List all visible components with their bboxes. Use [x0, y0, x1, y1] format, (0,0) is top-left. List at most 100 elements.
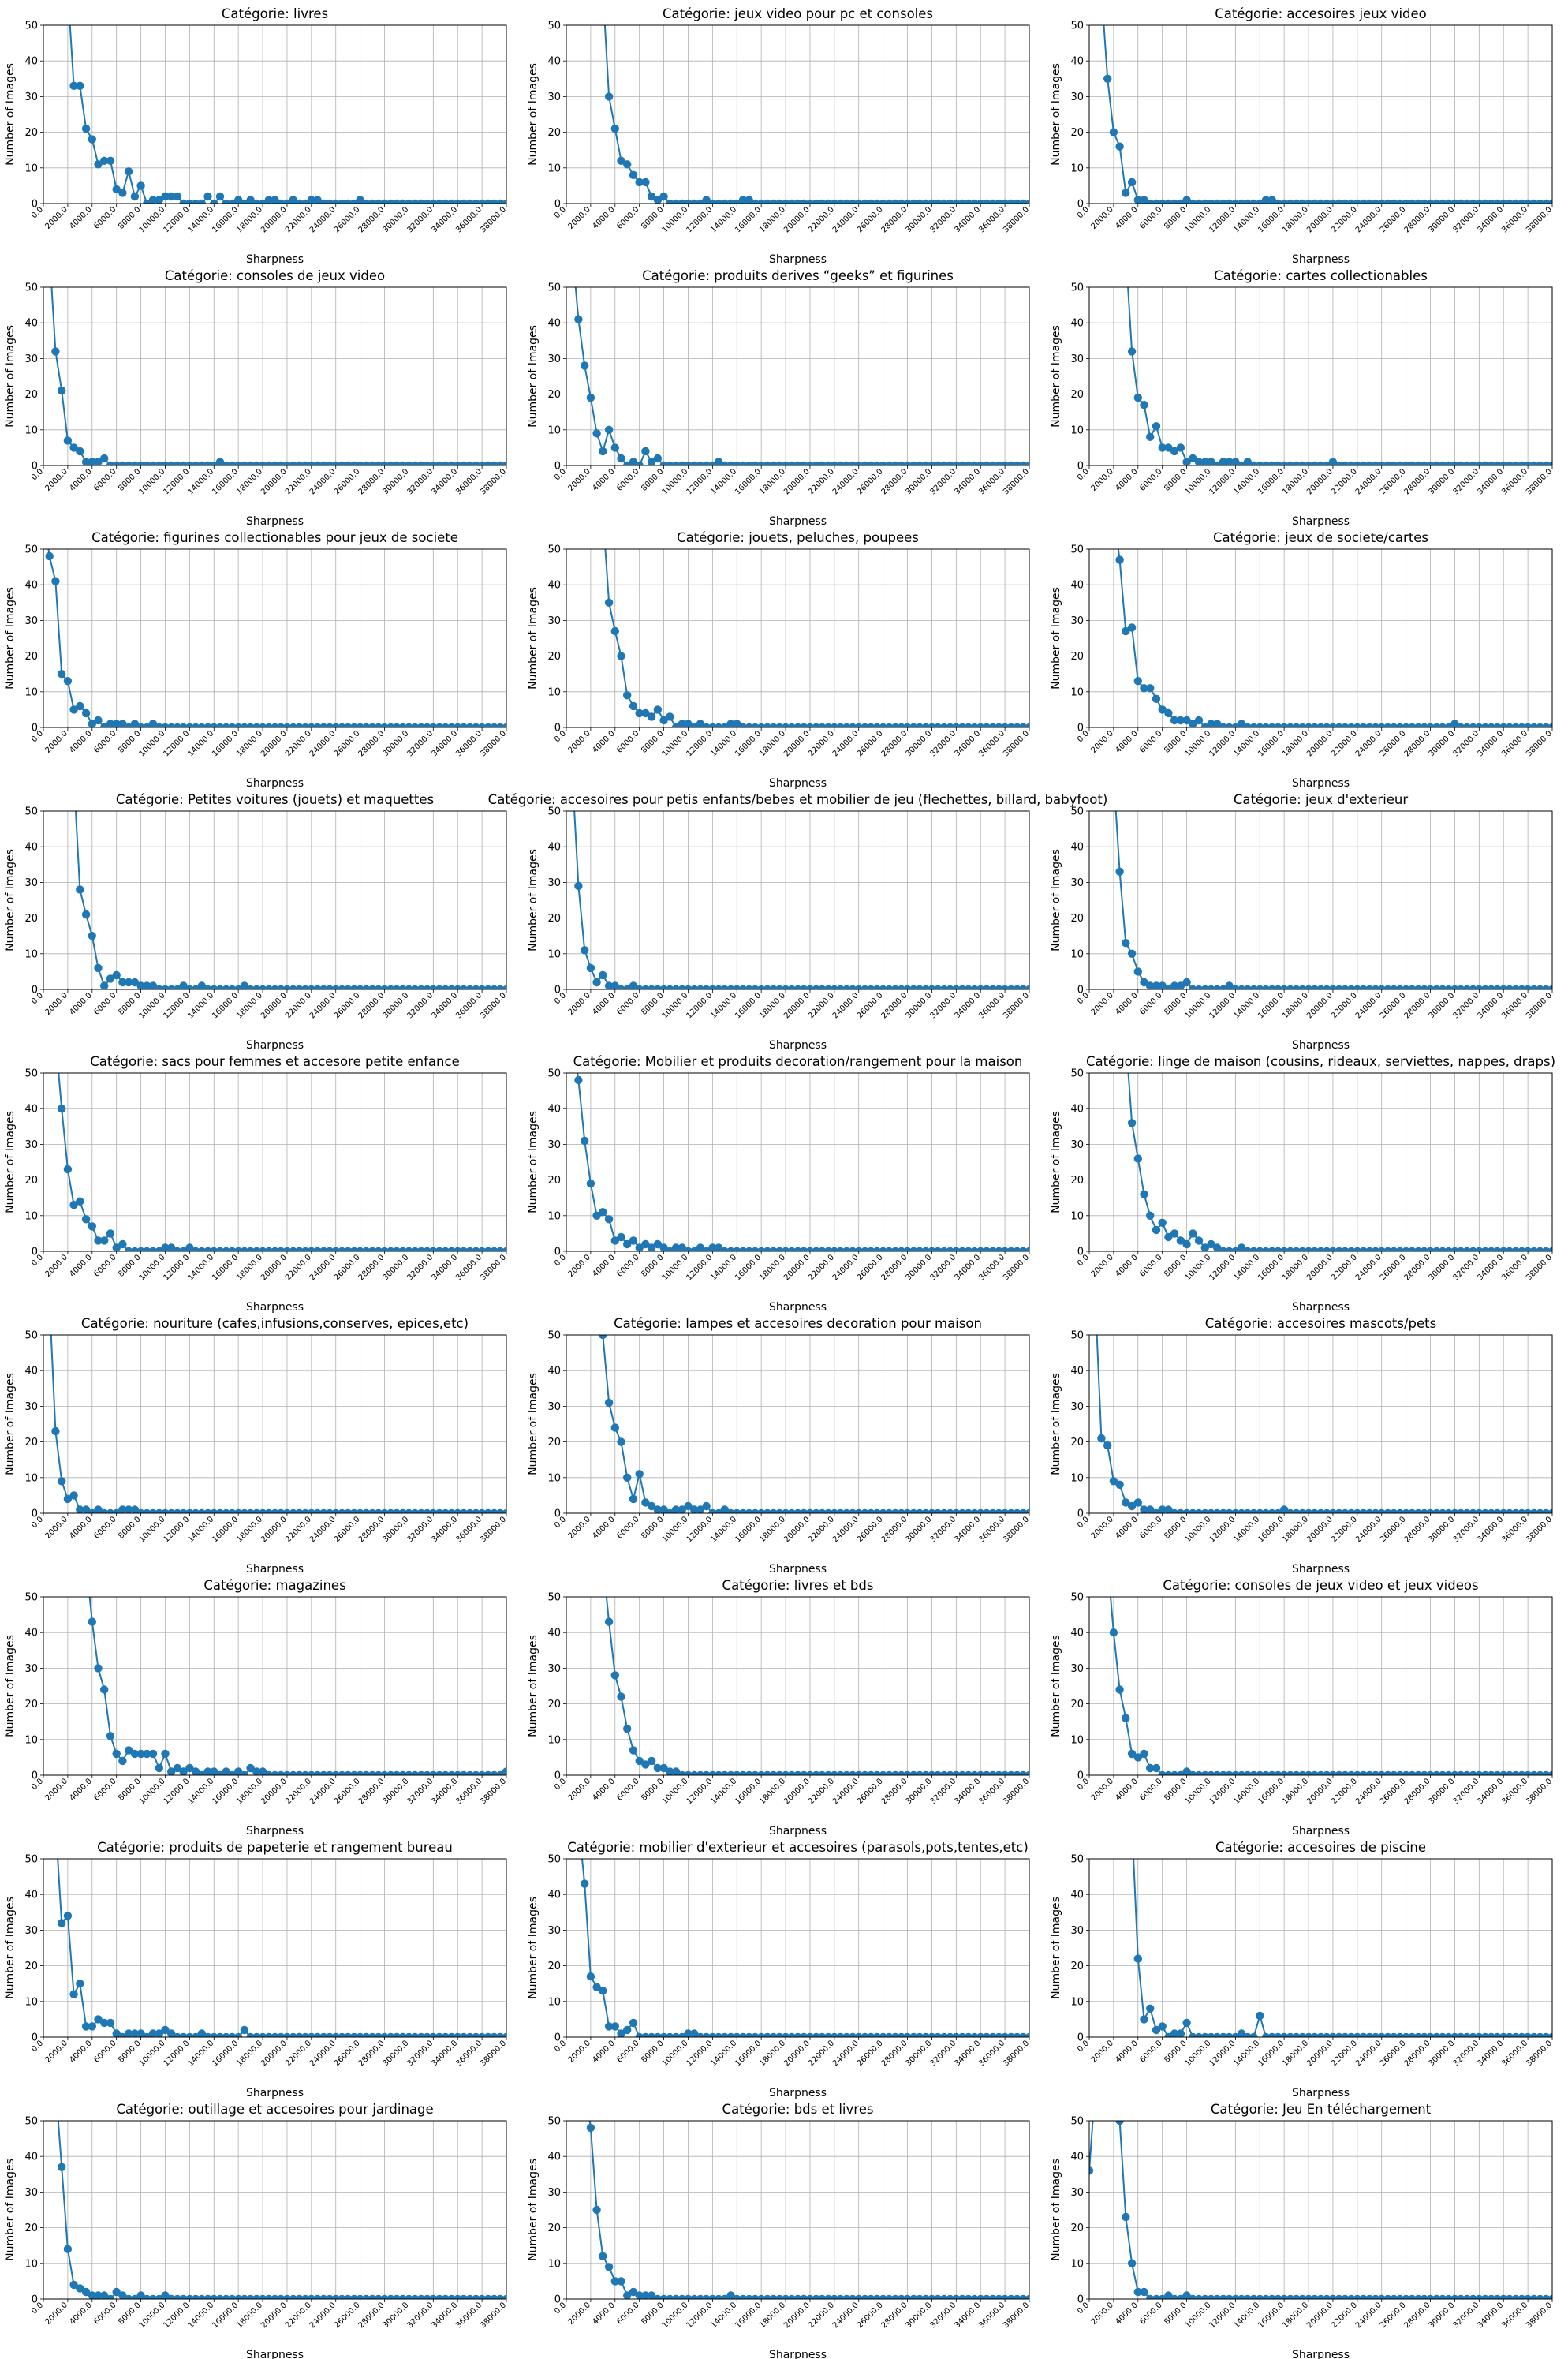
- data-point: [410, 723, 420, 727]
- series-line: [1127, 1073, 1552, 1251]
- data-point: [751, 461, 760, 465]
- data-point: [812, 2294, 820, 2299]
- data-point: [1115, 1685, 1124, 1694]
- x-tick-label: 14000.0: [709, 467, 738, 496]
- data-point: [1280, 1770, 1289, 1775]
- data-point: [325, 2294, 334, 2299]
- data-point: [502, 2032, 506, 2037]
- data-point: [51, 577, 60, 585]
- subplot: 0.02000.04000.06000.08000.010000.012000.…: [4, 6, 508, 266]
- data-point: [356, 1247, 364, 1251]
- data-point: [1536, 723, 1544, 727]
- y-tick-label: 40: [1070, 1366, 1084, 1378]
- data-point: [629, 701, 638, 711]
- data-point: [1127, 347, 1137, 356]
- data-point: [641, 1239, 650, 1249]
- data-point: [1469, 1770, 1477, 1775]
- y-axis-label: Number of Images: [1050, 63, 1062, 166]
- data-point: [301, 461, 310, 465]
- data-point: [909, 199, 918, 204]
- data-point: [94, 1505, 103, 1513]
- data-point: [690, 199, 699, 204]
- data-point: [861, 199, 869, 204]
- data-point: [1182, 716, 1191, 725]
- data-point: [1243, 2294, 1252, 2299]
- chart-title: Catégorie: accesoires jeux video: [1215, 6, 1427, 21]
- data-point: [69, 1491, 78, 1500]
- data-point: [356, 1508, 364, 1513]
- data-point: [344, 2294, 353, 2299]
- data-point: [289, 1247, 297, 1251]
- data-point: [118, 461, 127, 465]
- data-point: [842, 1508, 851, 1513]
- x-axis-label: Sharpness: [246, 1039, 304, 1052]
- x-tick-label: 10000.0: [661, 991, 690, 1020]
- x-tick-label: 14000.0: [709, 1515, 738, 1544]
- data-point: [854, 2294, 863, 2299]
- x-tick-label: 6000.0: [615, 2301, 641, 2327]
- data-point: [1341, 1508, 1350, 1513]
- x-tick-label: 16000.0: [734, 1253, 763, 1282]
- data-point: [1110, 2081, 1118, 2089]
- data-point: [307, 723, 315, 727]
- x-tick-label: 28000.0: [1403, 205, 1432, 234]
- x-tick-label: 12000.0: [685, 467, 714, 496]
- subplot: 0.02000.04000.06000.08000.010000.012000.…: [4, 1316, 508, 1576]
- y-axis-label: Number of Images: [527, 849, 539, 951]
- x-tick-label: 34000.0: [1476, 1777, 1505, 1806]
- data-point: [569, 248, 577, 256]
- data-point: [678, 1505, 686, 1513]
- data-point: [338, 2294, 346, 2299]
- data-point: [812, 723, 820, 727]
- data-point: [757, 2032, 766, 2037]
- data-point: [344, 985, 353, 989]
- data-point: [1133, 1154, 1143, 1163]
- chart-title: Catégorie: accesoires de piscine: [1215, 1840, 1426, 1855]
- data-point: [1505, 1247, 1514, 1251]
- plot-frame: [1088, 810, 1553, 990]
- data-point: [976, 2294, 985, 2299]
- data-point: [435, 461, 444, 465]
- data-point: [958, 199, 967, 204]
- data-point: [282, 2032, 292, 2037]
- x-tick-label: 16000.0: [734, 729, 763, 758]
- y-tick-label: 20: [24, 127, 38, 139]
- data-point: [1025, 2032, 1029, 2037]
- data-point: [635, 2032, 644, 2037]
- data-point: [63, 2245, 73, 2253]
- data-point: [641, 2032, 650, 2037]
- data-point: [690, 2294, 699, 2299]
- data-point: [1225, 1508, 1234, 1513]
- data-point: [1450, 2032, 1459, 2037]
- data-point: [179, 2294, 188, 2299]
- subplot: 0.02000.04000.06000.08000.010000.012000.…: [527, 1054, 1031, 1314]
- data-point: [1426, 1508, 1435, 1513]
- x-tick-label: 2000.0: [43, 1777, 69, 1803]
- data-point: [1231, 1508, 1240, 1513]
- data-point: [1304, 1770, 1313, 1775]
- data-point: [319, 2294, 328, 2299]
- data-point: [1310, 1247, 1319, 1251]
- y-tick-label: 20: [547, 1175, 561, 1187]
- data-point: [1231, 199, 1240, 204]
- data-point: [173, 1508, 182, 1513]
- x-tick-label: 38000.0: [1525, 729, 1554, 758]
- data-point: [203, 1767, 212, 1775]
- data-point: [1213, 1243, 1222, 1251]
- data-point: [228, 461, 237, 465]
- data-point: [435, 1508, 444, 1513]
- x-tick-label: 38000.0: [479, 1515, 508, 1544]
- x-tick-label: 18000.0: [1281, 1253, 1310, 1282]
- y-axis-label: Number of Images: [527, 2159, 539, 2261]
- data-point: [1225, 1247, 1234, 1251]
- data-point: [1353, 1247, 1361, 1251]
- x-tick-label: 20000.0: [782, 2301, 812, 2330]
- data-point: [1146, 2004, 1155, 2013]
- series-group: [50, 287, 506, 465]
- data-point: [76, 2284, 84, 2293]
- subplot: 0.02000.04000.06000.08000.010000.012000.…: [527, 530, 1031, 790]
- x-tick-label: 24000.0: [831, 2301, 861, 2330]
- data-point: [1456, 1508, 1465, 1513]
- x-tick-label: 30000.0: [905, 205, 934, 234]
- data-point: [854, 985, 863, 989]
